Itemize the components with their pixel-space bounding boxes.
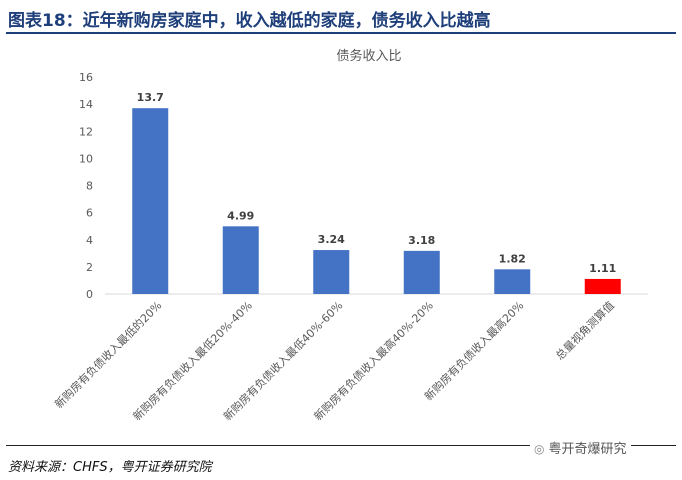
bar: [132, 108, 169, 294]
bar-value-label: 3.24: [318, 233, 345, 246]
watermark-text: 粤开奇爆研究: [548, 442, 627, 457]
bar: [584, 278, 621, 294]
bar: [403, 250, 440, 294]
watermark: ◎ 粤开奇爆研究: [530, 438, 631, 457]
bar-value-label: 3.18: [408, 234, 435, 247]
y-tick-label: 10: [79, 152, 93, 165]
chart-title: 债务收入比: [336, 48, 401, 64]
y-tick-label: 8: [86, 180, 93, 193]
y-tick-label: 12: [79, 125, 93, 138]
y-tick-label: 6: [86, 207, 93, 220]
bar-value-label: 13.7: [137, 91, 164, 104]
bar: [222, 226, 259, 294]
source-note: 资料来源：CHFS，粤开证券研究院: [8, 460, 212, 475]
y-tick-label: 0: [86, 288, 93, 301]
figure-header: 图表18：近年新购房家庭中，收入越低的家庭，债务收入比越高: [6, 2, 676, 34]
x-axis-labels: 新购房有负债收入最低的20%新购房有负债收入最低20%-40%新购房有负债收入最…: [52, 298, 617, 423]
y-tick-label: 14: [79, 98, 93, 111]
y-axis: 0 2 4 6 8 10 12 14 16: [79, 71, 93, 301]
x-tick-label: 新购房有负债收入最高20%: [421, 298, 526, 403]
bar: [494, 269, 531, 294]
figure-title: 图表18：近年新购房家庭中，收入越低的家庭，债务收入比越高: [8, 11, 491, 31]
bar-chart: 债务收入比 0 2 4 6 8 10 12 14 16 13.7 4.99 3.24 3.18 1.82…: [52, 48, 648, 423]
x-tick-label: 新购房有负债收入最低的20%: [52, 298, 165, 411]
x-tick-label: 总量视角测算值: [553, 298, 617, 362]
bars-group: 13.7 4.99 3.24 3.18 1.82 1.11: [132, 91, 621, 294]
bar: [313, 250, 350, 294]
footer-divider: [6, 445, 676, 446]
bar-value-label: 1.82: [499, 252, 526, 265]
y-tick-label: 16: [79, 71, 93, 84]
y-tick-label: 2: [86, 261, 93, 274]
bar-value-label: 4.99: [227, 209, 254, 222]
bar-value-label: 1.11: [589, 262, 616, 275]
y-tick-label: 4: [86, 234, 93, 247]
wechat-icon: ◎: [534, 442, 545, 456]
